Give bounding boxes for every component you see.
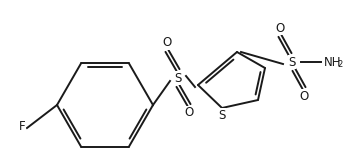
Text: F: F [18, 121, 25, 133]
Text: S: S [288, 55, 296, 69]
Text: O: O [162, 37, 172, 49]
Text: 2: 2 [337, 60, 342, 69]
Text: NH: NH [324, 55, 342, 69]
Text: S: S [218, 109, 226, 122]
Text: O: O [299, 89, 309, 102]
Text: O: O [275, 22, 285, 35]
Text: O: O [184, 107, 194, 120]
Text: S: S [174, 72, 182, 84]
